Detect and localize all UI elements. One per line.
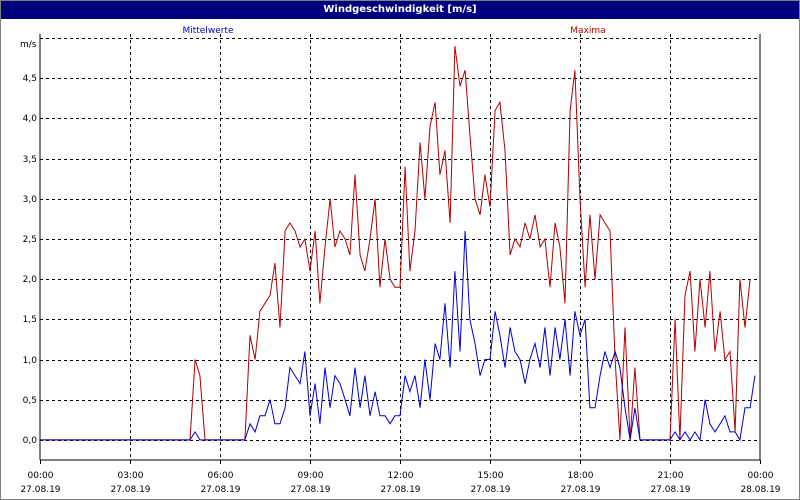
- y-tick-label: 1,5: [23, 315, 37, 325]
- x-tick-time-label: 03:00: [118, 471, 144, 481]
- y-tick-label: 2,5: [23, 235, 37, 245]
- x-tick-date-label: 27.08.19: [560, 485, 600, 495]
- y-tick-label: 0,5: [23, 396, 37, 406]
- x-tick-date-label: 27.08.19: [110, 485, 150, 495]
- x-tick-time-label: 06:00: [208, 471, 234, 481]
- x-tick-date-label: 27.08.19: [470, 485, 510, 495]
- y-tick-labels: 0,0 0,5 1,0 1,5 2,0 2,5 3,0 3,5 4,0 4,5: [23, 74, 38, 446]
- x-tick-time-label: 15:00: [478, 471, 504, 481]
- y-tick-label: 3,5: [23, 155, 37, 165]
- x-tick-time-label: 09:00: [298, 471, 324, 481]
- grid: [40, 34, 761, 464]
- series-line-mittelwerte: [40, 230, 756, 442]
- x-tick-time-label: 21:00: [658, 471, 684, 481]
- x-tick-date-label: 28.08.19: [740, 485, 780, 495]
- x-tick-date-label: 27.08.19: [290, 485, 330, 495]
- legend-max: Maxima: [570, 26, 605, 36]
- x-tick-time-label: 18:00: [568, 471, 594, 481]
- x-tick-time-label: 12:00: [388, 471, 414, 481]
- x-tick-time-label: 00:00: [748, 471, 774, 481]
- y-tick-label: 4,5: [23, 74, 37, 84]
- series-lines: [40, 46, 756, 442]
- x-tick-labels: 00:00 27.08.19 03:00 27.08.19 06:00 27.08.19 0…: [20, 471, 780, 495]
- x-tick-date-label: 27.08.19: [20, 485, 60, 495]
- y-tick-label: 3,0: [23, 195, 38, 205]
- x-tick-date-label: 27.08.19: [380, 485, 420, 495]
- y-axis-unit-label: m/s: [20, 40, 37, 50]
- x-tick-date-label: 27.08.19: [650, 485, 690, 495]
- y-tick-label: 4,0: [23, 114, 38, 124]
- y-tick-label: 2,0: [23, 275, 38, 285]
- chart-title: Windgeschwindigkeit [m/s]: [1, 1, 799, 19]
- y-tick-label: 0,0: [23, 436, 38, 446]
- series-line-maxima: [40, 46, 751, 441]
- y-tick-label: 1,0: [23, 356, 38, 366]
- x-tick-time-label: 00:00: [28, 471, 54, 481]
- x-tick-date-label: 27.08.19: [200, 485, 240, 495]
- legend-mean: Mittelwerte: [182, 26, 233, 36]
